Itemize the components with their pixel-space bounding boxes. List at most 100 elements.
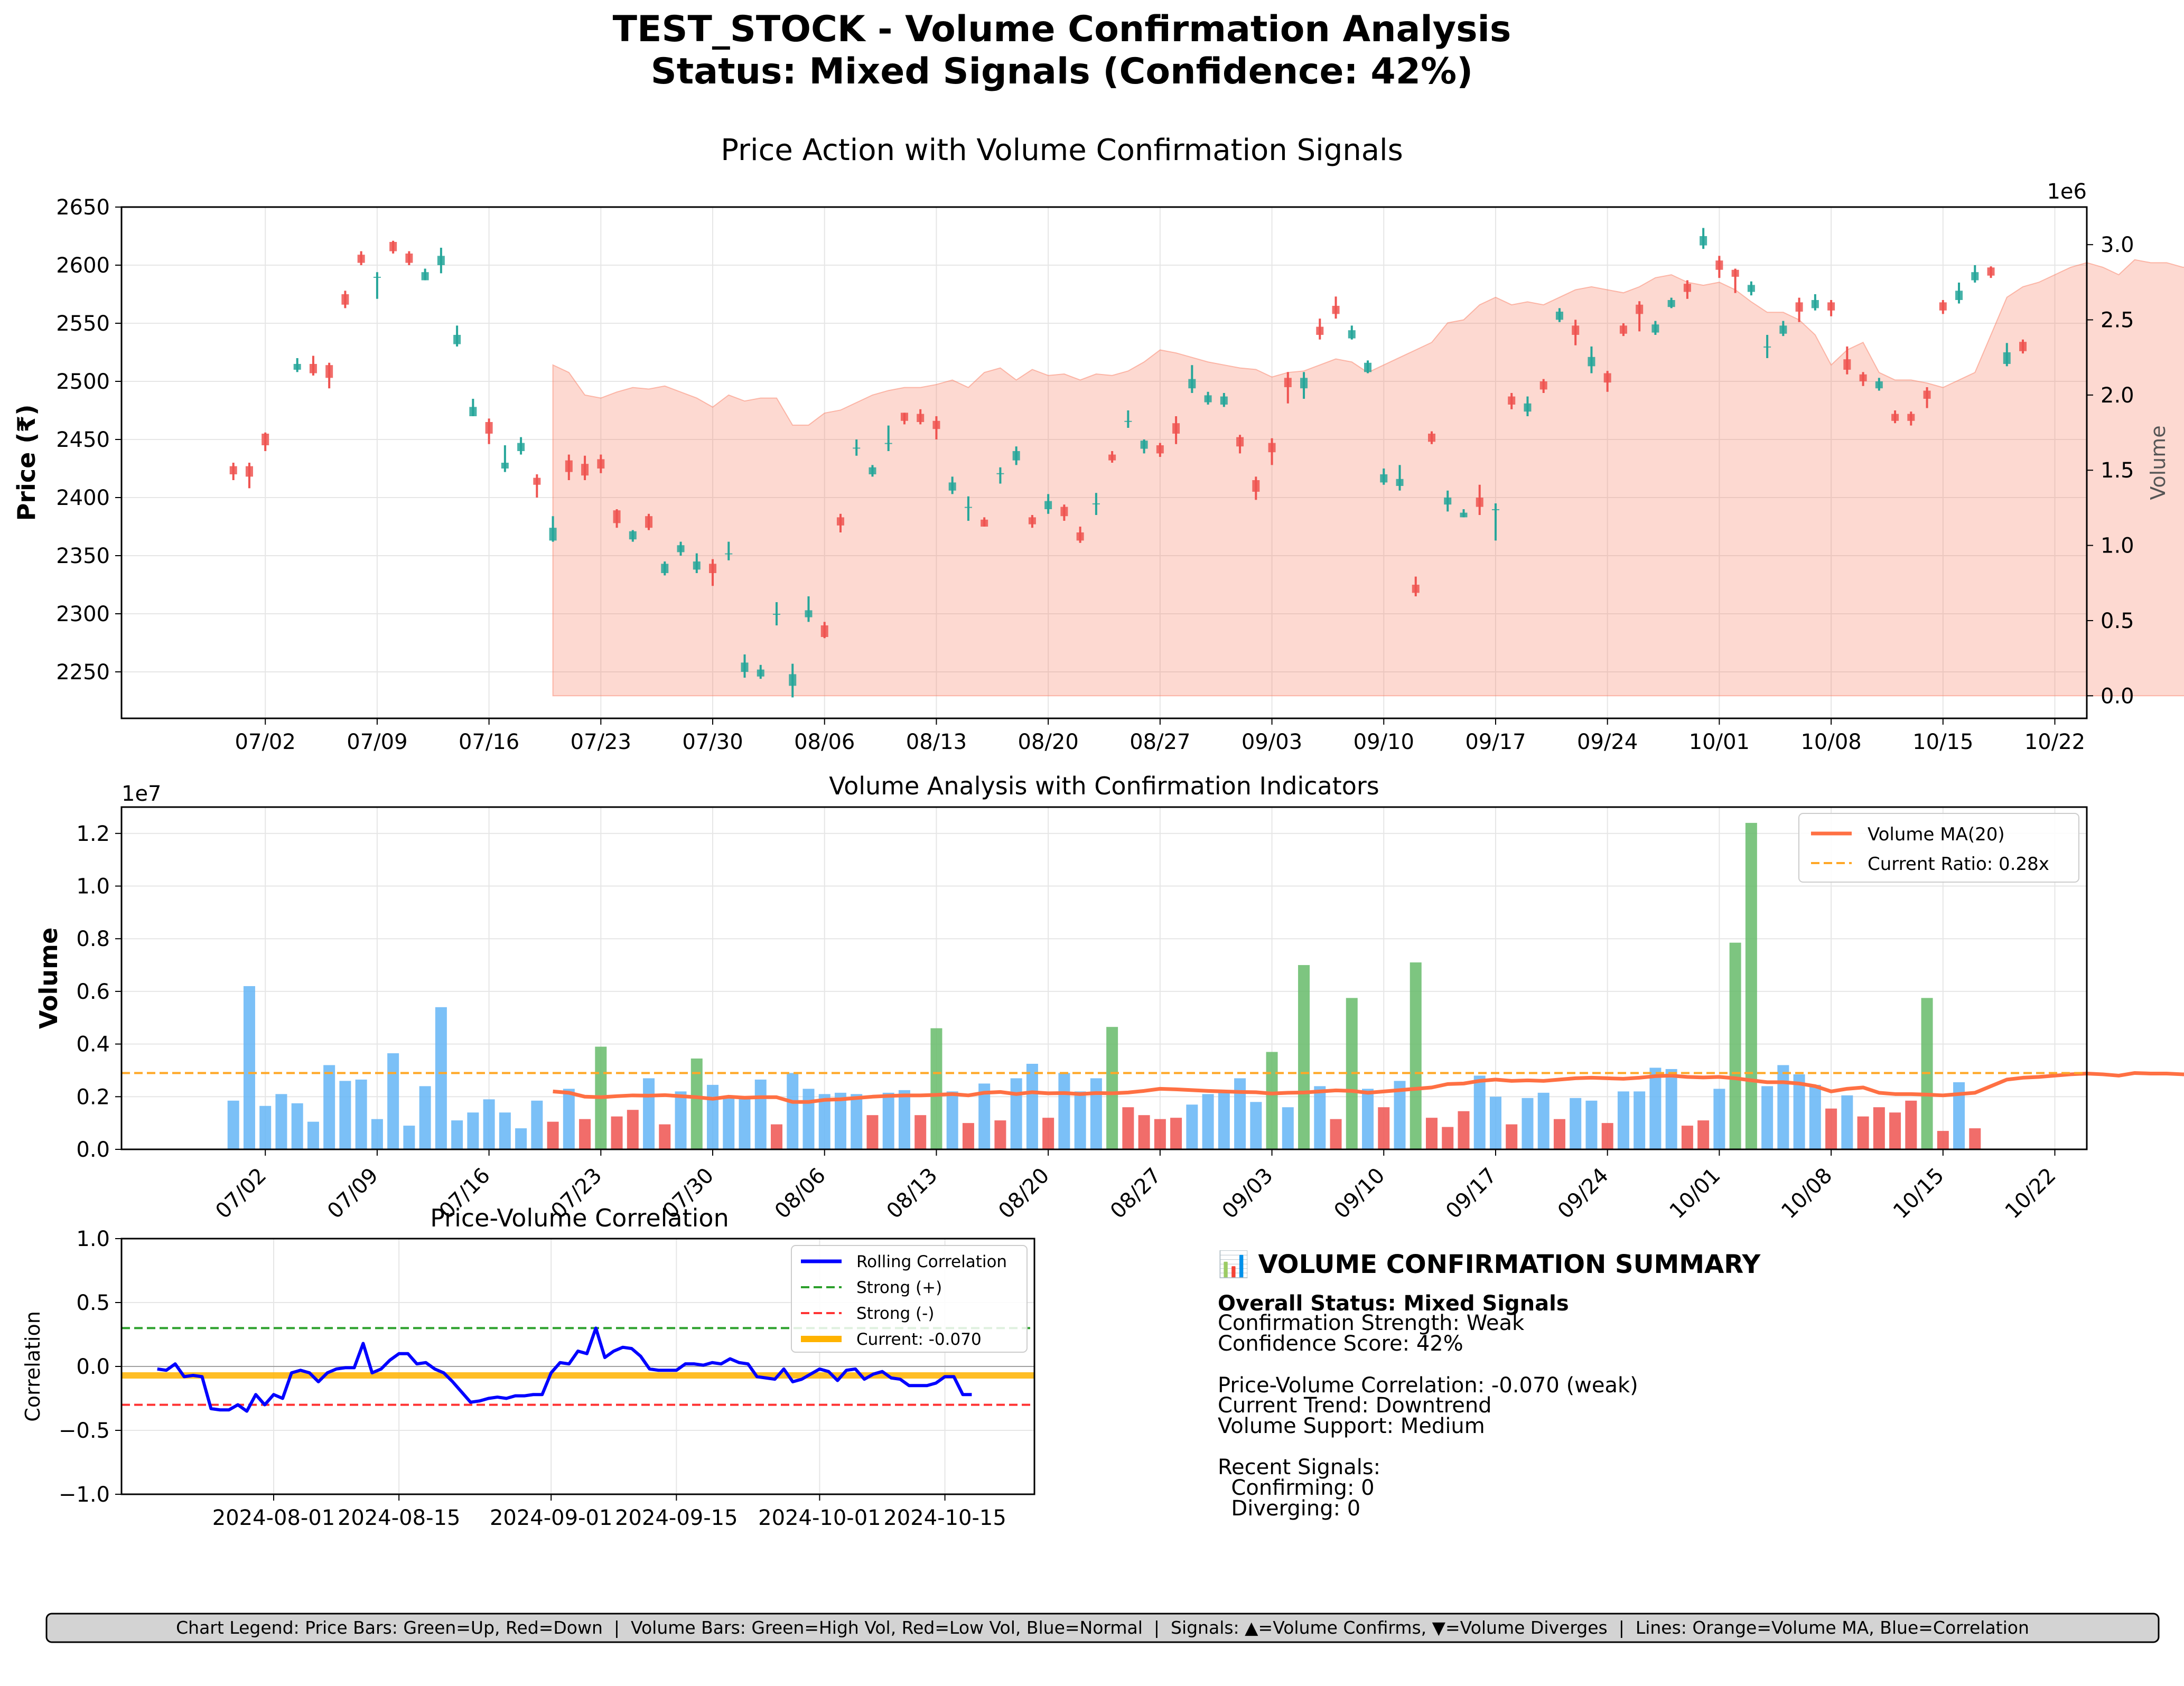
summary-panel: 📊 VOLUME CONFIRMATION SUMMARY Overall St… <box>1218 1250 1761 1521</box>
volume-y-tick-label: 0.0 <box>76 1138 110 1162</box>
candle-body <box>1939 302 1947 311</box>
volume-bar <box>1394 1081 1406 1149</box>
candle-body <box>1636 304 1644 314</box>
volume-bar <box>994 1120 1006 1149</box>
volume-bar <box>1937 1131 1949 1149</box>
volume-bar <box>499 1112 511 1149</box>
volume-bar <box>1809 1084 1821 1149</box>
volume-bar <box>403 1126 415 1149</box>
price-x-tick-label: 08/27 <box>1130 730 1190 754</box>
candle-body <box>629 531 637 540</box>
price-y-tick-label: 2350 <box>56 544 110 568</box>
candle-body <box>853 447 861 449</box>
candle-body <box>1236 437 1244 447</box>
volume-bar <box>1250 1102 1262 1149</box>
volume-bar <box>1841 1095 1853 1149</box>
volume-bar <box>1218 1090 1230 1149</box>
volume-bar <box>1873 1107 1885 1149</box>
price-x-tick-label: 09/03 <box>1242 730 1302 754</box>
volume-bar <box>898 1090 910 1149</box>
summary-overall-status: Overall Status: Mixed Signals <box>1218 1291 1569 1316</box>
candle-body <box>613 510 621 523</box>
volume-bar <box>1122 1107 1134 1149</box>
volume-bar <box>1042 1118 1054 1149</box>
candle-body <box>1572 325 1580 335</box>
volume-bar <box>1570 1098 1582 1149</box>
correlation-y-label: Correlation <box>21 1311 44 1422</box>
candle-body <box>325 365 333 378</box>
candle-body <box>565 460 573 472</box>
correlation-y-tick-label: −1.0 <box>59 1483 110 1507</box>
correlation-x-tick-label: 2024-10-15 <box>883 1506 1006 1530</box>
price-panel: Price Action with Volume Confirmation Si… <box>12 133 2184 754</box>
candle-body <box>1284 378 1292 387</box>
candle-body <box>1108 454 1116 461</box>
candle-body <box>262 434 269 445</box>
volume-ma-area <box>552 259 2184 697</box>
price-y2-label: Volume <box>2146 425 2170 500</box>
volume-bar <box>1473 1075 1486 1149</box>
volume-bar <box>1857 1116 1869 1149</box>
strong-neg-legend-label: Strong (-) <box>856 1304 934 1323</box>
candle-body <box>1667 300 1675 307</box>
volume-bar <box>1186 1104 1198 1149</box>
volume-bar <box>531 1100 543 1149</box>
volume-ma-area-fill <box>552 259 2184 697</box>
volume-bar <box>1825 1108 1837 1149</box>
candle-body <box>900 413 908 421</box>
candle-body <box>1619 325 1627 334</box>
figure-title-line2: Status: Mixed Signals (Confidence: 42%) <box>651 51 1473 92</box>
volume-bar <box>1058 1073 1070 1149</box>
candle-body <box>1588 357 1595 367</box>
volume-bar <box>1362 1089 1374 1149</box>
candle-body <box>1795 302 1803 312</box>
candle-body <box>1204 395 1212 402</box>
figure-title-line1: TEST_STOCK - Volume Confirmation Analysi… <box>613 8 1511 50</box>
candle-body <box>1747 285 1755 292</box>
candle-body <box>453 335 461 344</box>
volume-ma-legend-label: Volume MA(20) <box>1868 824 2005 845</box>
volume-bar <box>643 1078 655 1149</box>
candle-body <box>1524 403 1532 412</box>
volume-bar <box>675 1091 687 1149</box>
candle-body <box>373 277 381 278</box>
price-y-tick-label: 2250 <box>56 660 110 685</box>
volume-bar <box>866 1115 879 1149</box>
correlation-x-tick-label: 2024-08-01 <box>212 1506 335 1530</box>
volume-bar <box>1314 1086 1326 1149</box>
volume-bar <box>1729 942 1741 1149</box>
candle-body <box>1987 267 1995 276</box>
volume-bar <box>275 1094 287 1149</box>
candle-body <box>1332 306 1340 314</box>
candle-body <box>1859 374 1867 381</box>
volume-bar <box>882 1092 894 1149</box>
candle-body <box>245 466 253 477</box>
price-panel-title: Price Action with Volume Confirmation Si… <box>721 133 1403 167</box>
correlation-x-tick-label: 2024-10-01 <box>758 1506 881 1530</box>
footer-legend-text: Chart Legend: Price Bars: Green=Up, Red=… <box>176 1617 2029 1638</box>
candle-body <box>1300 378 1308 389</box>
candle-body <box>1603 373 1611 383</box>
volume-bar <box>1010 1078 1022 1149</box>
volume-bar <box>323 1065 335 1149</box>
candle-body <box>1428 434 1435 442</box>
summary-strength: Confirmation Strength: Weak <box>1218 1311 1525 1335</box>
volume-bar <box>1889 1112 1901 1149</box>
candle-body <box>884 443 892 444</box>
candle-body <box>1476 498 1483 507</box>
volume-bar <box>1649 1067 1662 1149</box>
summary-correlation: Price-Volume Correlation: -0.070 (weak) <box>1218 1373 1638 1398</box>
candle-body <box>757 669 764 677</box>
volume-bar <box>243 986 255 1149</box>
candle-body <box>469 407 477 416</box>
volume-bar <box>259 1106 272 1149</box>
candle-body <box>789 674 797 686</box>
volume-bar <box>627 1110 639 1149</box>
candle-body <box>2003 352 2011 364</box>
volume-bar <box>1713 1089 1725 1149</box>
volume-bar <box>1234 1078 1246 1149</box>
volume-bar <box>1793 1074 1805 1149</box>
candle-body <box>1060 507 1068 517</box>
volume-y-tick-label: 0.8 <box>76 927 110 951</box>
